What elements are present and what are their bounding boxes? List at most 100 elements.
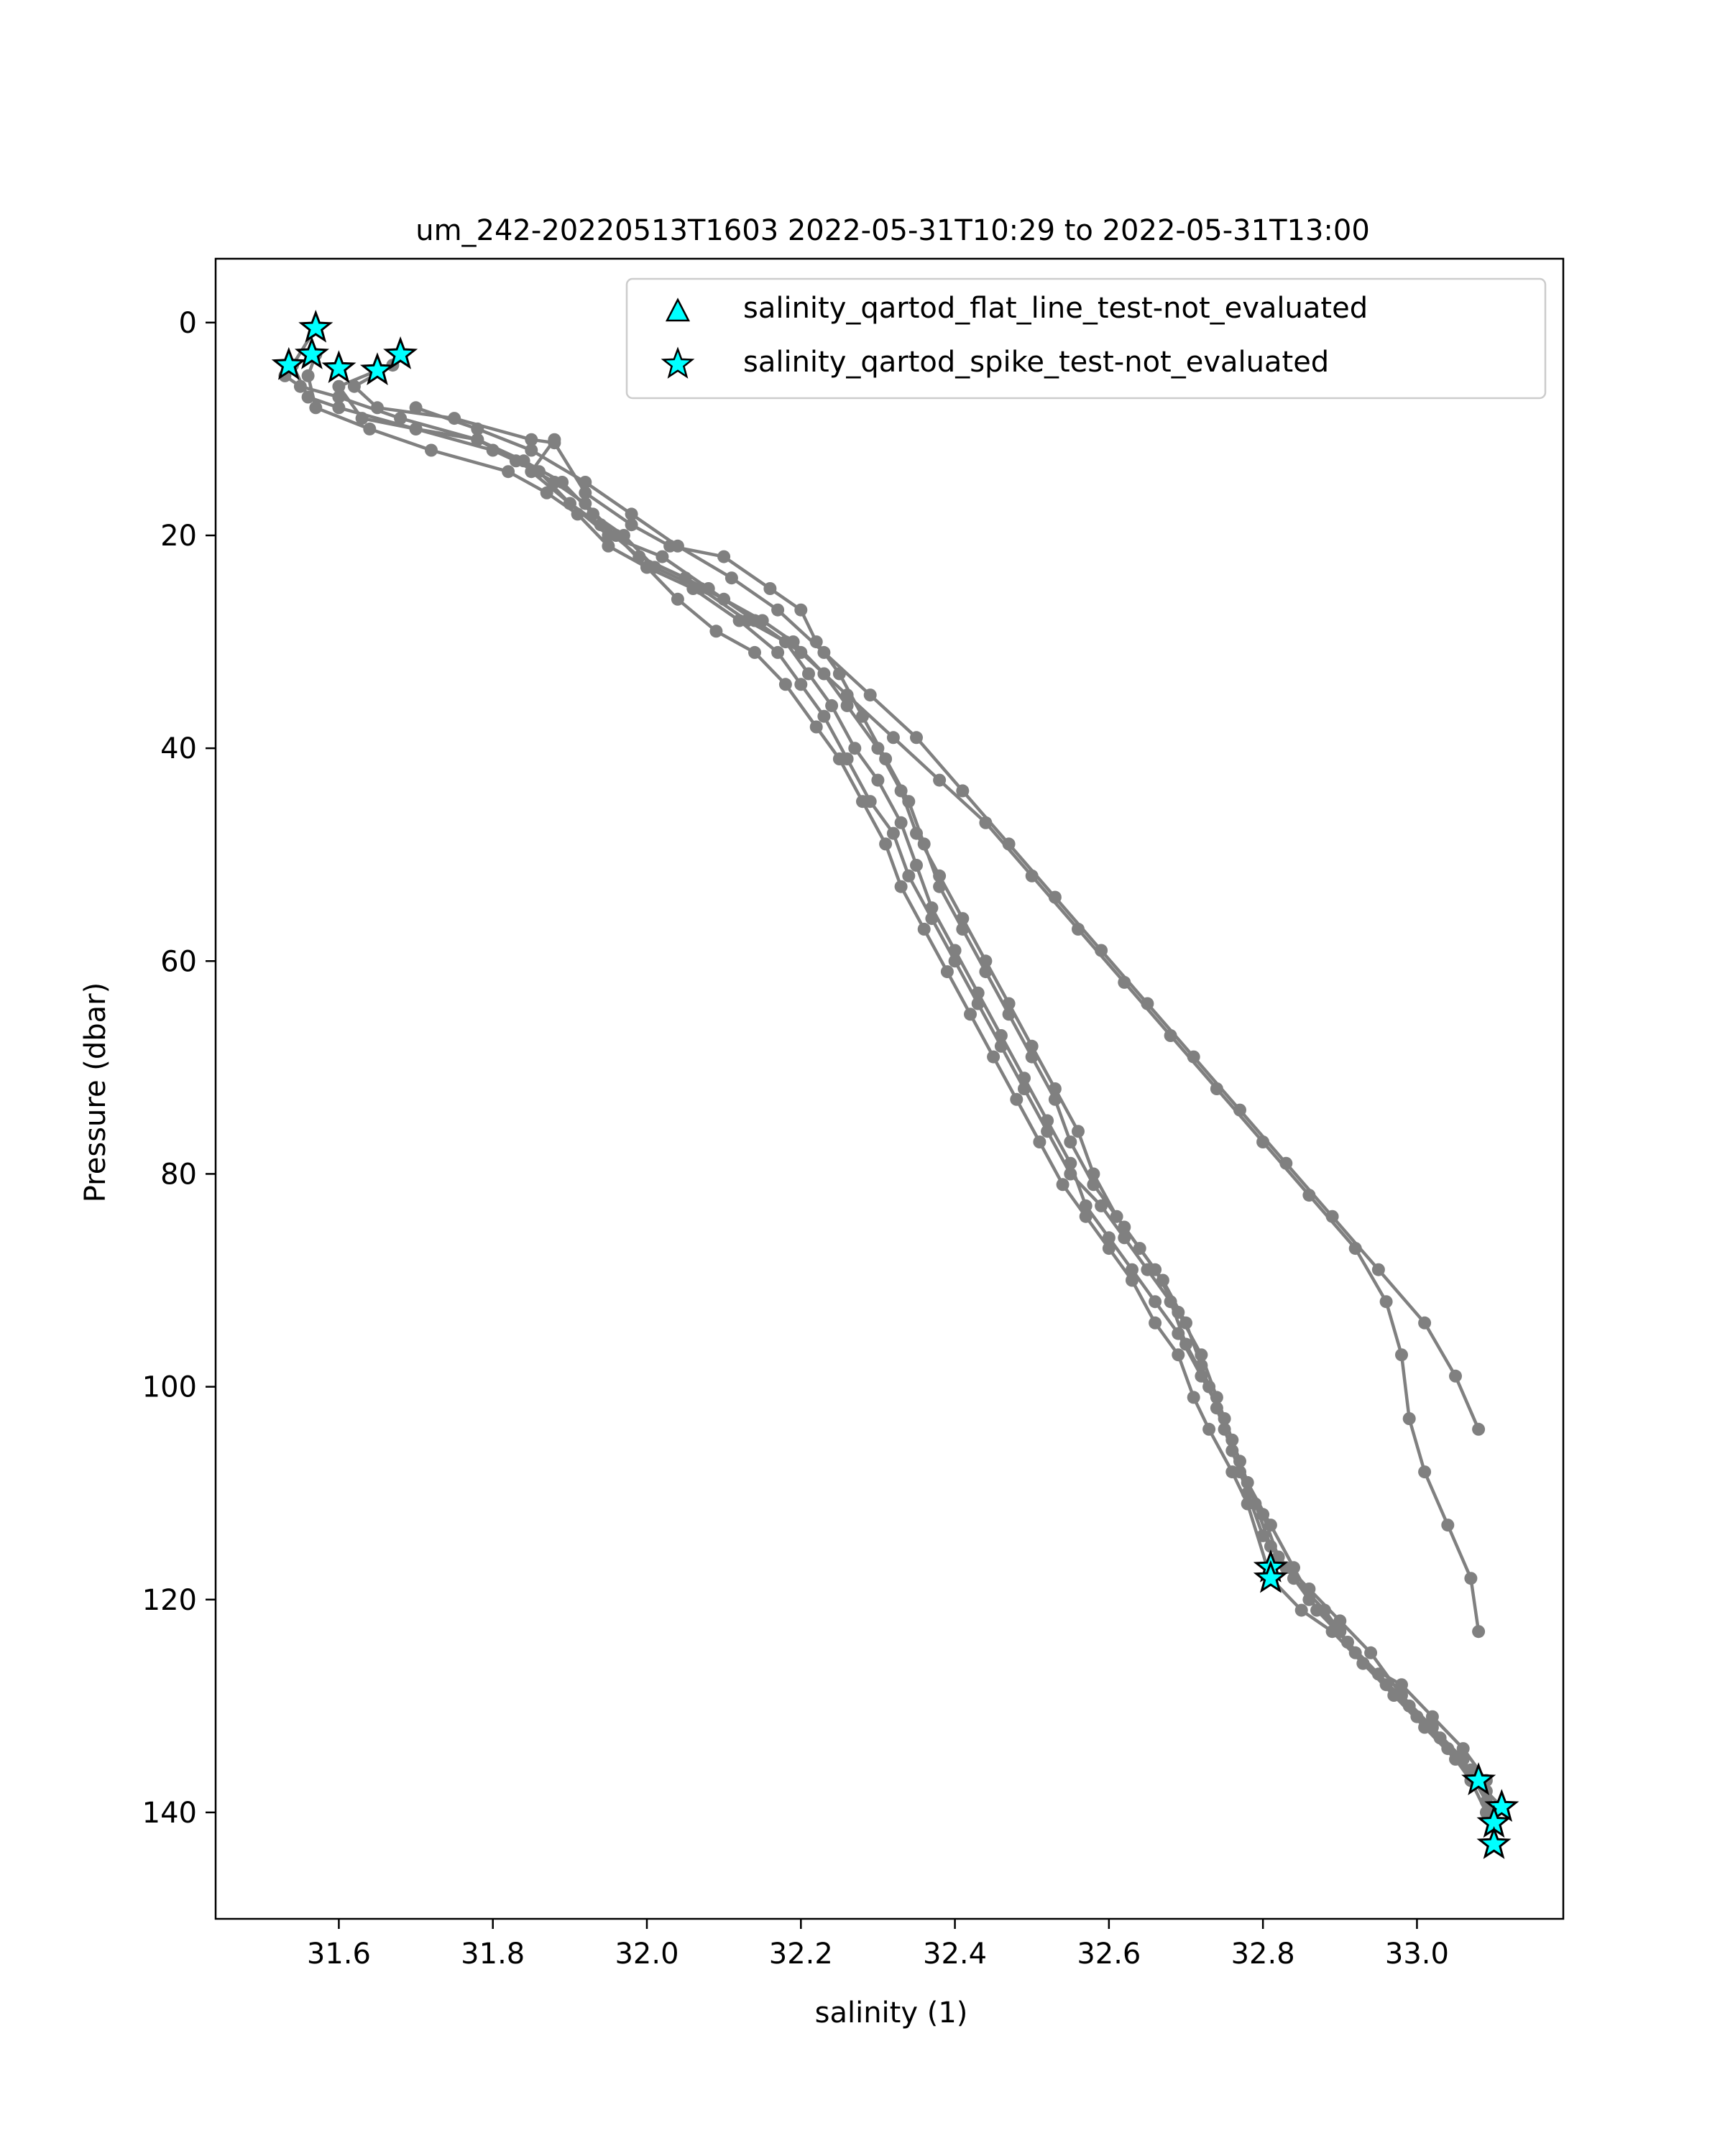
data-point [948, 954, 962, 968]
spike-flag-marker [294, 336, 329, 369]
data-point [825, 699, 839, 712]
data-point [778, 678, 792, 691]
data-point [409, 401, 423, 415]
data-point [902, 795, 916, 808]
data-point [1233, 1103, 1246, 1117]
data-point [332, 401, 346, 415]
series-layer [278, 321, 1509, 1851]
x-tick-label: 32.8 [1231, 1938, 1295, 1971]
data-point [579, 476, 592, 489]
spike-flag-marker [1253, 1560, 1288, 1593]
data-point [1048, 890, 1062, 904]
data-point [625, 518, 638, 532]
spike-flag-marker [383, 336, 418, 369]
data-point [910, 731, 923, 745]
data-point [771, 603, 785, 617]
data-point [871, 773, 885, 787]
data-point [1095, 1199, 1108, 1212]
data-point [563, 497, 576, 510]
data-point [1356, 1657, 1370, 1670]
data-point [771, 645, 785, 659]
data-point [1079, 1199, 1092, 1212]
data-point [309, 401, 323, 415]
data-point [886, 731, 900, 745]
data-point [1449, 1369, 1462, 1383]
data-point [1395, 1348, 1408, 1362]
data-point [748, 614, 761, 627]
x-tick-label: 31.8 [461, 1938, 525, 1971]
data-point [425, 443, 438, 457]
data-point [1464, 1572, 1478, 1585]
data-point [717, 550, 731, 563]
data-point [471, 422, 484, 436]
data-point [1325, 1625, 1339, 1639]
data-point [1141, 1263, 1154, 1276]
data-point [1149, 1295, 1162, 1309]
data-point [1126, 1263, 1138, 1276]
legend: salinity_qartod_flat_line_test-not_evalu… [625, 277, 1547, 400]
data-point [1202, 1380, 1216, 1393]
data-point [910, 859, 923, 872]
data-point [940, 965, 954, 979]
data-point [1179, 1337, 1192, 1351]
data-point [879, 752, 893, 765]
data-point [1141, 997, 1154, 1010]
data-point [709, 625, 723, 638]
data-point [548, 433, 561, 446]
data-point [817, 645, 831, 659]
y-tick-label: 140 [142, 1797, 197, 1830]
data-point [1379, 1678, 1393, 1692]
legend-star-marker [661, 346, 695, 379]
data-point [1010, 1092, 1024, 1106]
spike-flag-marker [321, 350, 356, 383]
data-point [1425, 1710, 1439, 1723]
data-point [987, 1050, 1000, 1064]
y-axis: 0 20 40 60 80 100 120 140 [142, 307, 216, 1830]
x-axis: 31.6 31.8 32.0 32.2 32.4 32.6 32.8 33.0 [307, 1919, 1449, 1971]
data-point [1079, 1210, 1092, 1223]
chart-title: um_242-20220513T1603 2022-05-31T10:29 to… [415, 214, 1370, 247]
data-point [840, 752, 854, 765]
data-point [763, 582, 777, 595]
data-point [1233, 1465, 1246, 1479]
data-point [1348, 1646, 1362, 1659]
y-tick-label: 40 [160, 732, 197, 765]
data-point [1025, 1050, 1039, 1064]
data-point [1048, 1092, 1062, 1106]
data-point [625, 507, 638, 521]
data-point [1395, 1689, 1408, 1702]
data-point [602, 529, 615, 542]
series-line-6 [415, 406, 1481, 1430]
data-point [1456, 1742, 1470, 1756]
data-point [1425, 1720, 1439, 1734]
data-point [1418, 1465, 1432, 1479]
data-point [586, 507, 599, 521]
data-point [817, 709, 831, 723]
data-point [886, 826, 900, 840]
data-point [1164, 1295, 1177, 1309]
data-point [809, 635, 823, 649]
data-point [994, 1039, 1008, 1053]
data-point [917, 837, 931, 851]
flag-layer [271, 310, 1519, 1859]
data-point [702, 582, 715, 595]
data-point [686, 582, 700, 595]
data-point [1064, 1167, 1077, 1181]
data-point [1333, 1614, 1347, 1628]
data-point [1056, 1178, 1070, 1192]
data-point [1102, 1231, 1116, 1245]
data-point [540, 486, 553, 499]
x-tick-label: 33.0 [1385, 1938, 1449, 1971]
data-point [502, 465, 515, 479]
data-point [902, 869, 916, 883]
data-point [471, 433, 484, 446]
data-point [525, 465, 538, 479]
x-tick-label: 32.0 [615, 1938, 678, 1971]
data-point [794, 603, 808, 617]
data-point [1218, 1422, 1231, 1436]
data-point [640, 561, 653, 574]
y-tick-label: 80 [160, 1158, 197, 1191]
data-point [724, 571, 738, 585]
data-point [1371, 1263, 1385, 1276]
